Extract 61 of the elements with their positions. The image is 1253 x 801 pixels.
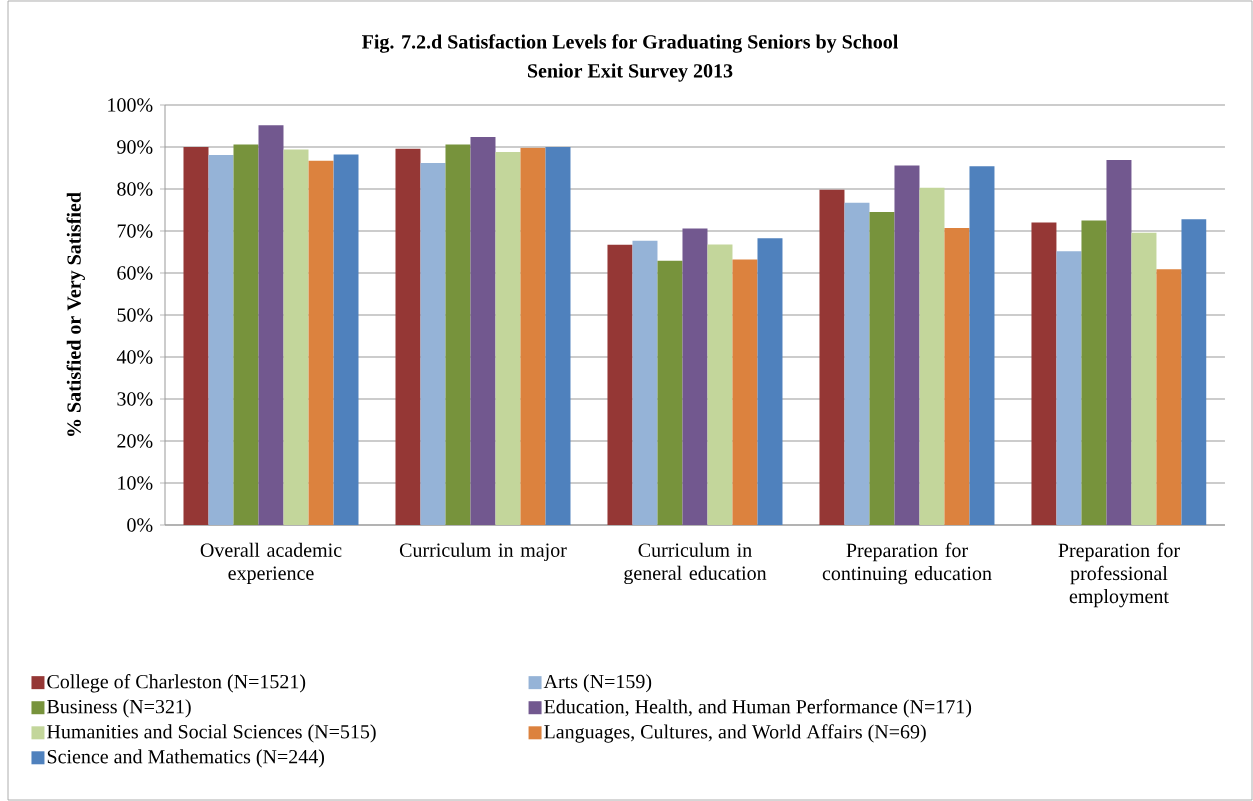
x-tick-label: Preparation for continuing education bbox=[822, 542, 992, 585]
chart-title: Fig. 7.2.d Satisfaction Levels for Graduating Seniors by School bbox=[362, 34, 898, 53]
x-tick-label: Preparation for professional employment bbox=[1058, 542, 1180, 608]
legend-label: Arts (N=159) bbox=[543, 674, 652, 693]
bar bbox=[657, 260, 683, 525]
bar bbox=[969, 166, 995, 525]
bar bbox=[470, 136, 496, 525]
bar bbox=[1031, 222, 1057, 525]
legend-label: Education, Health, and Human Performance (N=171) bbox=[544, 699, 972, 718]
y-tick-label: 0% bbox=[127, 518, 153, 532]
bar bbox=[545, 147, 571, 525]
bar bbox=[183, 147, 209, 525]
bar bbox=[495, 152, 521, 525]
bar bbox=[520, 147, 546, 525]
bar bbox=[682, 228, 708, 525]
bar bbox=[944, 228, 970, 525]
y-tick-label: 40% bbox=[116, 350, 153, 364]
bar bbox=[844, 202, 870, 525]
bar bbox=[919, 187, 945, 525]
bar bbox=[707, 244, 733, 525]
bar bbox=[258, 125, 284, 525]
bar bbox=[283, 149, 309, 525]
bar bbox=[208, 154, 234, 525]
bar bbox=[1131, 232, 1157, 525]
bar bbox=[1081, 220, 1107, 525]
y-tick-label: 20% bbox=[117, 434, 153, 448]
y-axis-title: % Satisfied or Very Satisfied bbox=[66, 192, 85, 436]
bar bbox=[1181, 219, 1207, 525]
x-tick-label: Curriculum in major bbox=[399, 542, 567, 561]
y-tick-label: 80% bbox=[117, 182, 153, 196]
bar bbox=[308, 160, 334, 525]
bar bbox=[420, 162, 446, 525]
bar bbox=[632, 240, 658, 525]
legend-label: Languages, Cultures, and World Affairs (N=69) bbox=[544, 724, 926, 743]
legend-label: Science and Mathematics (N=244) bbox=[47, 749, 325, 768]
bar bbox=[333, 154, 359, 525]
bar bbox=[233, 144, 259, 525]
y-tick-label: 100% bbox=[108, 98, 153, 112]
bar bbox=[395, 148, 421, 525]
y-tick-label: 90% bbox=[117, 140, 153, 154]
y-tick-label: 50% bbox=[117, 308, 153, 322]
legend-label: Humanities and Social Sciences (N=515) bbox=[47, 724, 376, 743]
bar bbox=[607, 244, 633, 525]
y-tick-label: 10% bbox=[118, 476, 153, 490]
bar bbox=[819, 189, 845, 525]
bar bbox=[869, 212, 895, 525]
x-tick-label: Overall academic experience bbox=[200, 542, 342, 584]
legend-label: Business (N=321) bbox=[47, 699, 191, 718]
legend-label: College of Charleston (N=1521) bbox=[47, 674, 306, 693]
x-tick-label: Curriculum in general education bbox=[624, 542, 767, 585]
bar bbox=[1156, 269, 1182, 525]
bar bbox=[732, 259, 758, 525]
y-tick-label: 60% bbox=[117, 266, 153, 280]
bar bbox=[445, 144, 471, 525]
bar bbox=[1056, 251, 1082, 525]
chart-subtitle: Senior Exit Survey 2013 bbox=[528, 63, 733, 82]
bar bbox=[894, 165, 920, 525]
y-tick-label: 70% bbox=[117, 224, 153, 238]
bar bbox=[757, 238, 783, 525]
bar bbox=[1106, 160, 1132, 525]
y-tick-label: 30% bbox=[117, 392, 153, 406]
